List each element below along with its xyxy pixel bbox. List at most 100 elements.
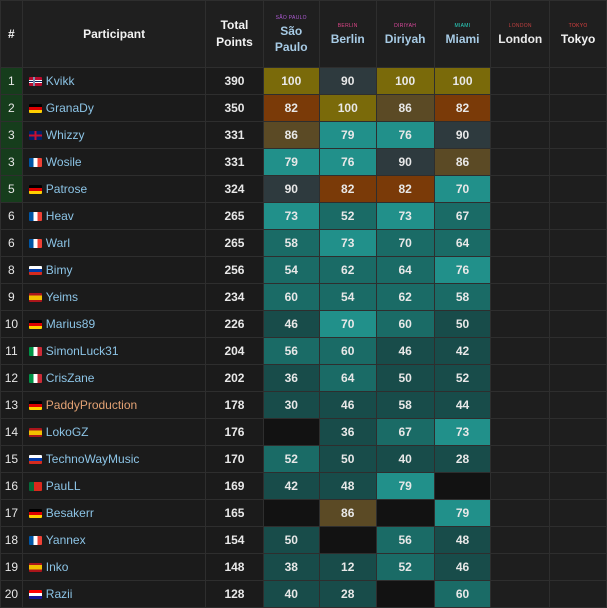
- total-points-column-header[interactable]: Total Points: [205, 0, 264, 68]
- flag-fr-icon: [28, 211, 42, 221]
- race-score-berlin: 52: [318, 202, 377, 230]
- participant-wrapper: Patrose: [23, 182, 205, 196]
- race-logo-london: LONDON: [508, 22, 532, 29]
- participant-name-link[interactable]: Bimy: [45, 263, 73, 277]
- participant-cell: Kvikk: [21, 67, 207, 95]
- race-logo-tokyo: TOKYO: [568, 22, 588, 29]
- rank-column-header[interactable]: #: [0, 0, 23, 68]
- participant-wrapper: Yannex: [23, 533, 205, 547]
- race-score-diriyah: 62: [375, 283, 435, 311]
- header-row: # Participant Total Points SÃO PAULO São …: [0, 0, 607, 68]
- participant-name-link[interactable]: Heav: [45, 209, 74, 223]
- race-score-berlin: 36: [318, 418, 377, 446]
- table-row[interactable]: 10 Marius89 226 46 70 60 50: [0, 310, 607, 338]
- table-row[interactable]: 20 Razii 128 40 28 60: [0, 580, 607, 608]
- table-row[interactable]: 15 TechnoWayMusic 170 52 50 40 28: [0, 445, 607, 473]
- table-row[interactable]: 19 Inko 148 38 12 52 46: [0, 553, 607, 581]
- participant-name-link[interactable]: PaddyProduction: [45, 398, 138, 412]
- table-row[interactable]: 6 Heav 265 73 52 73 67: [0, 202, 607, 230]
- race-score-tokyo: [549, 94, 607, 122]
- rank-cell: 14: [0, 418, 23, 446]
- participant-name-link[interactable]: LokoGZ: [45, 425, 89, 439]
- race-score-london: [490, 202, 551, 230]
- rank-cell: 12: [0, 364, 23, 392]
- race-score-miami: 67: [433, 202, 492, 230]
- flag-ru-icon: [28, 265, 42, 275]
- participant-name-link[interactable]: Yeims: [45, 290, 79, 304]
- participant-column-header[interactable]: Participant: [21, 0, 207, 68]
- participant-cell: Inko: [21, 553, 207, 581]
- race-score-miami: 70: [433, 175, 492, 203]
- table-row[interactable]: 11 SimonLuck31 204 56 60 46 42: [0, 337, 607, 365]
- race-score-diriyah: 60: [375, 310, 435, 338]
- participant-name-link[interactable]: Whizzy: [45, 128, 85, 142]
- participant-name-link[interactable]: Razii: [45, 587, 73, 601]
- table-row[interactable]: 13 PaddyProduction 178 30 46 58 44: [0, 391, 607, 419]
- race-header-berlin[interactable]: BERLIN Berlin: [318, 0, 377, 68]
- race-logo-miami: MIAMI: [454, 22, 471, 29]
- race-name-sao-paulo: São Paulo: [274, 23, 308, 54]
- total-points-cell: 176: [205, 418, 264, 446]
- participant-name-link[interactable]: CrisZane: [45, 371, 95, 385]
- table-row[interactable]: 2 GranaDy 350 82 100 86 82: [0, 94, 607, 122]
- participant-name-link[interactable]: Yannex: [45, 533, 86, 547]
- race-score-sao_paulo: 42: [262, 472, 320, 500]
- race-score-tokyo: [549, 310, 607, 338]
- race-score-berlin: 54: [318, 283, 377, 311]
- race-score-diriyah: [375, 499, 435, 527]
- race-score-miami: 90: [433, 121, 492, 149]
- participant-name-link[interactable]: Kvikk: [45, 74, 75, 88]
- participant-name-link[interactable]: TechnoWayMusic: [45, 452, 140, 466]
- table-row[interactable]: 18 Yannex 154 50 56 48: [0, 526, 607, 554]
- race-name-tokyo: Tokyo: [560, 31, 596, 46]
- rank-cell: 6: [0, 229, 23, 257]
- table-row[interactable]: 6 Warl 265 58 73 70 64: [0, 229, 607, 257]
- total-points-cell: 128: [205, 580, 264, 608]
- race-name-london: London: [498, 31, 543, 46]
- table-row[interactable]: 14 LokoGZ 176 36 67 73: [0, 418, 607, 446]
- participant-name-link[interactable]: GranaDy: [45, 101, 94, 115]
- table-row[interactable]: 9 Yeims 234 60 54 62 58: [0, 283, 607, 311]
- race-score-tokyo: [549, 256, 607, 284]
- race-score-tokyo: [549, 418, 607, 446]
- table-row[interactable]: 17 Besakerr 165 86 79: [0, 499, 607, 527]
- participant-cell: Whizzy: [21, 121, 207, 149]
- rank-cell: 3: [0, 121, 23, 149]
- participant-name-link[interactable]: Besakerr: [45, 506, 94, 520]
- table-row[interactable]: 1 Kvikk 390 100 90 100 100: [0, 67, 607, 95]
- table-row[interactable]: 12 CrisZane 202 36 64 50 52: [0, 364, 607, 392]
- table-row[interactable]: 5 Patrose 324 90 82 82 70: [0, 175, 607, 203]
- race-header-tokyo[interactable]: TOKYO Tokyo: [549, 0, 607, 68]
- participant-name-link[interactable]: Wosile: [45, 155, 82, 169]
- participant-wrapper: GranaDy: [23, 101, 205, 115]
- race-score-sao_paulo: 46: [262, 310, 320, 338]
- participant-name-link[interactable]: Patrose: [45, 182, 88, 196]
- participant-name-link[interactable]: Marius89: [45, 317, 96, 331]
- race-header-london[interactable]: LONDON London: [490, 0, 551, 68]
- flag-de-icon: [28, 400, 42, 410]
- participant-name-link[interactable]: SimonLuck31: [45, 344, 119, 358]
- race-score-sao_paulo: 40: [262, 580, 320, 608]
- race-header-sao-paulo[interactable]: SÃO PAULO São Paulo: [262, 0, 320, 68]
- race-score-london: [490, 310, 551, 338]
- participant-name-link[interactable]: PauLL: [45, 479, 81, 493]
- race-score-london: [490, 337, 551, 365]
- table-row[interactable]: 8 Bimy 256 54 62 64 76: [0, 256, 607, 284]
- participant-name-link[interactable]: Inko: [45, 560, 69, 574]
- total-points-cell: 148: [205, 553, 264, 581]
- participant-cell: GranaDy: [21, 94, 207, 122]
- total-points-cell: 226: [205, 310, 264, 338]
- race-header-miami[interactable]: MIAMI Miami: [433, 0, 492, 68]
- race-score-tokyo: [549, 526, 607, 554]
- participant-wrapper: Inko: [23, 560, 205, 574]
- participant-name-link[interactable]: Warl: [45, 236, 71, 250]
- total-points-cell: 265: [205, 202, 264, 230]
- race-score-diriyah: 82: [375, 175, 435, 203]
- race-score-sao_paulo: 58: [262, 229, 320, 257]
- table-row[interactable]: 3 Whizzy 331 86 79 76 90: [0, 121, 607, 149]
- table-row[interactable]: 3 Wosile 331 79 76 90 86: [0, 148, 607, 176]
- race-header-diriyah[interactable]: DIRIYAH Diriyah: [375, 0, 435, 68]
- table-row[interactable]: 16 PauLL 169 42 48 79: [0, 472, 607, 500]
- flag-no-icon: [28, 76, 42, 86]
- race-score-tokyo: [549, 337, 607, 365]
